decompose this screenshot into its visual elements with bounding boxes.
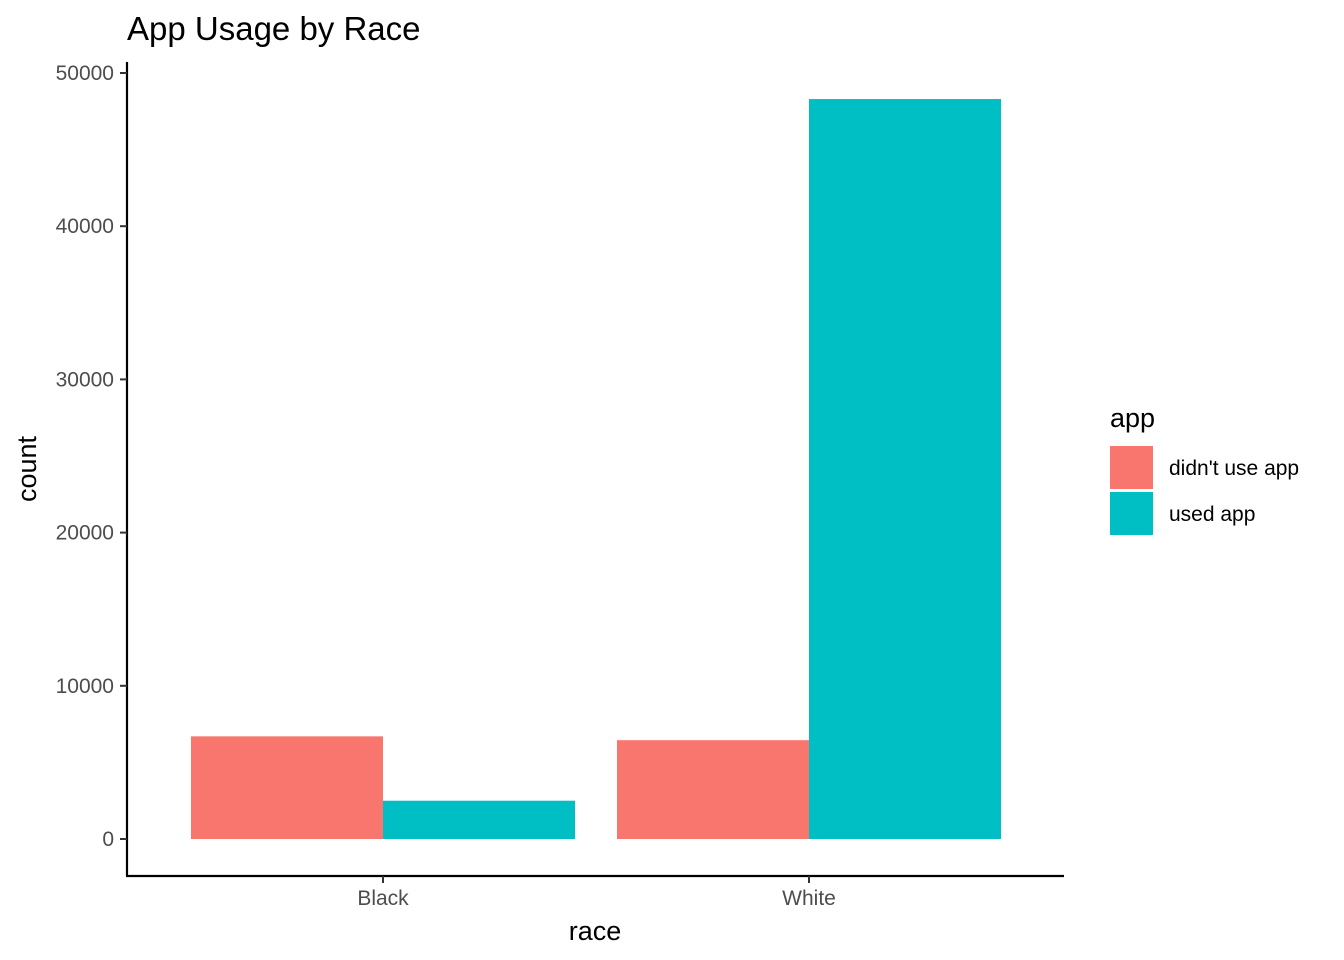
y-tick-label: 0: [102, 828, 114, 851]
bar-white-didn-t-use-app: [617, 740, 809, 839]
bar-black-didn-t-use-app: [191, 736, 383, 839]
y-tick-label: 40000: [56, 215, 114, 238]
legend-key: [1110, 446, 1153, 489]
chart-title: App Usage by Race: [127, 10, 421, 47]
legend-key: [1110, 492, 1153, 535]
y-tick-label: 20000: [56, 522, 114, 545]
y-tick-label: 50000: [56, 62, 114, 85]
legend-label: used app: [1169, 503, 1255, 526]
bars-group: [191, 99, 1001, 839]
bar-white-used-app: [809, 99, 1001, 839]
legend: app didn't use app used app: [1110, 403, 1299, 535]
y-tick-label: 30000: [56, 368, 114, 391]
y-tick-label: 10000: [56, 675, 114, 698]
y-ticks-group: 0 10000 20000 30000 40000 50000: [56, 62, 127, 851]
x-ticks-group: Black White: [357, 876, 836, 910]
legend-title: app: [1110, 403, 1155, 433]
legend-label: didn't use app: [1169, 457, 1299, 480]
y-axis-title: count: [12, 435, 42, 502]
x-tick-label: White: [782, 887, 836, 910]
bar-black-used-app: [383, 800, 575, 839]
x-axis-title: race: [569, 916, 622, 946]
x-tick-label: Black: [357, 887, 409, 910]
